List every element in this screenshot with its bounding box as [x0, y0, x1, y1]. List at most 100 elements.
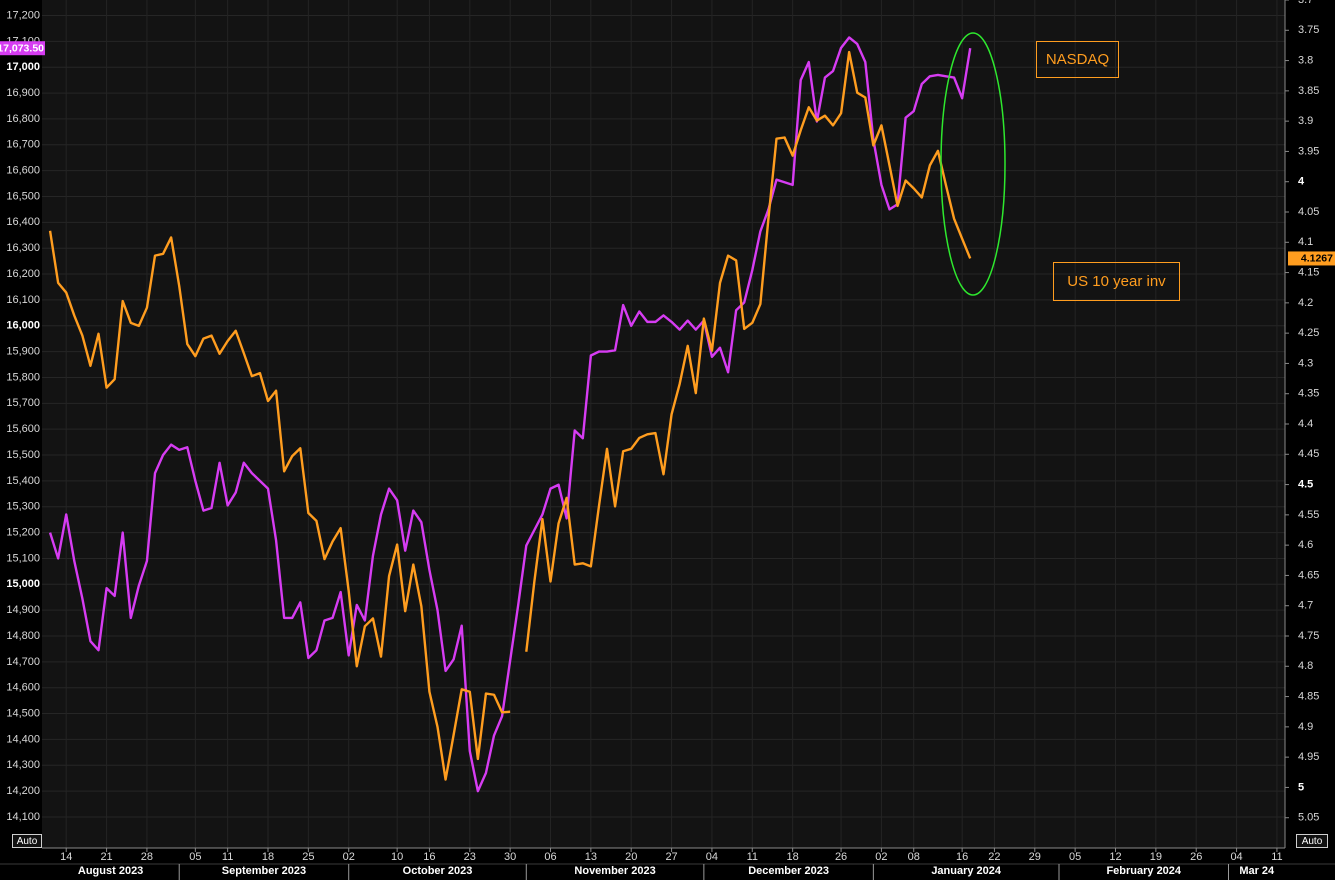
y2-tick-label: 3.75 [1298, 24, 1319, 36]
y2-tick-label: 4.1 [1298, 236, 1313, 248]
month-label: September 2023 [222, 865, 306, 877]
x-tick-label: 12 [1109, 851, 1121, 863]
x-tick-label: 18 [262, 851, 274, 863]
x-tick-label: 14 [60, 851, 72, 863]
x-tick-label: 26 [835, 851, 847, 863]
y2-tick-label: 4.6 [1298, 539, 1313, 551]
y-tick-label: 15,900 [6, 346, 40, 358]
x-tick-label: 02 [343, 851, 355, 863]
y2-tick-label: 4.7 [1298, 600, 1313, 612]
x-tick-label: 19 [1150, 851, 1162, 863]
y-tick-label: 15,100 [6, 552, 40, 564]
last-value-tag [1288, 251, 1335, 266]
x-tick-label: 25 [302, 851, 314, 863]
y-tick-label: 15,000 [6, 578, 40, 590]
x-tick-label: 02 [875, 851, 887, 863]
x-tick-label: 05 [1069, 851, 1081, 863]
x-tick-label: 29 [1029, 851, 1041, 863]
auto-scale-button[interactable]: Auto [12, 834, 42, 848]
y-tick-label: 14,500 [6, 707, 40, 719]
month-label: Mar 24 [1239, 865, 1275, 877]
x-tick-label: 04 [1230, 851, 1242, 863]
y2-tick-label: 4.9 [1298, 721, 1313, 733]
month-label: October 2023 [403, 865, 473, 877]
y-tick-label: 16,400 [6, 216, 40, 228]
y-tick-label: 15,500 [6, 449, 40, 461]
annotation: US 10 year inv [1053, 262, 1180, 301]
y-tick-label: 17,200 [6, 9, 40, 21]
y2-tick-label: 3.8 [1298, 54, 1313, 66]
last-value-label: 4.1267 [1301, 253, 1333, 265]
x-tick-label: 28 [141, 851, 153, 863]
x-tick-label: 05 [189, 851, 201, 863]
y-tick-label: 15,300 [6, 501, 40, 513]
x-tick-label: 22 [988, 851, 1000, 863]
month-label: February 2024 [1106, 865, 1181, 877]
plot-area [42, 0, 1285, 848]
month-label: January 2024 [931, 865, 1002, 877]
month-label: December 2023 [748, 865, 829, 877]
x-tick-label: 11 [222, 851, 233, 863]
y2-tick-label: 4.8 [1298, 660, 1313, 672]
y-tick-label: 14,200 [6, 785, 40, 797]
grid [42, 0, 1285, 848]
x-tick-label: 04 [706, 851, 718, 863]
y-tick-label: 16,300 [6, 242, 40, 254]
y-tick-label: 15,600 [6, 423, 40, 435]
y-tick-label: 15,800 [6, 371, 40, 383]
y-tick-label: 14,300 [6, 759, 40, 771]
y2-tick-label: 4 [1298, 176, 1305, 188]
x-tick-label: 27 [665, 851, 677, 863]
y-tick-label: 16,800 [6, 113, 40, 125]
y2-tick-label: 4.25 [1298, 327, 1319, 339]
x-tick-label: 20 [625, 851, 637, 863]
y-tick-label: 14,400 [6, 733, 40, 745]
series-lines [48, 36, 972, 793]
y2-tick-label: 5 [1298, 781, 1304, 793]
y2-tick-label: 4.85 [1298, 690, 1319, 702]
y2-tick-label: 4.15 [1298, 266, 1319, 278]
x-tick-label: 16 [956, 851, 968, 863]
y-tick-label: 15,400 [6, 475, 40, 487]
x-tick-label: 11 [1271, 851, 1282, 863]
y-tick-label: 17,000 [6, 61, 40, 73]
annotation: NASDAQ [1036, 41, 1119, 78]
y2-tick-label: 3.85 [1298, 85, 1319, 97]
y2-tick-label: 4.55 [1298, 509, 1319, 521]
y-tick-label: 14,100 [6, 811, 40, 823]
y-tick-label: 16,100 [6, 294, 40, 306]
y2-tick-label: 4.5 [1298, 478, 1313, 490]
highlight-ellipse [940, 32, 1006, 296]
y2-tick-label: 5.05 [1298, 812, 1319, 824]
month-label: November 2023 [574, 865, 655, 877]
series-line [48, 50, 972, 781]
x-tick-label: 23 [464, 851, 476, 863]
x-tick-label: 11 [747, 851, 758, 863]
y2-tick-label: 4.2 [1298, 297, 1313, 309]
y2-tick-label: 3.9 [1298, 115, 1313, 127]
y2-tick-label: 4.95 [1298, 751, 1319, 763]
x-tick-label: 13 [585, 851, 597, 863]
y2-tick-label: 4.35 [1298, 388, 1319, 400]
y-tick-label: 14,800 [6, 630, 40, 642]
y2-tick-label: 4.4 [1298, 418, 1313, 430]
x-tick-label: 10 [391, 851, 403, 863]
last-value-tag [0, 41, 45, 56]
y-tick-label: 15,700 [6, 397, 40, 409]
y2-tick-label: 4.3 [1298, 357, 1313, 369]
y-tick-label: 16,200 [6, 268, 40, 280]
y2-tick-label: 3.95 [1298, 145, 1319, 157]
y-tick-label: 16,000 [6, 320, 40, 332]
y2-tick-label: 4.05 [1298, 206, 1319, 218]
month-label: August 2023 [78, 865, 143, 877]
y2-tick-label: 4.45 [1298, 448, 1319, 460]
x-tick-label: 06 [544, 851, 556, 863]
y-tick-label: 16,500 [6, 190, 40, 202]
y-tick-label: 15,200 [6, 526, 40, 538]
auto-scale-button[interactable]: Auto [1296, 834, 1328, 848]
x-tick-label: 26 [1190, 851, 1202, 863]
y2-tick-label: 3.7 [1298, 0, 1313, 6]
